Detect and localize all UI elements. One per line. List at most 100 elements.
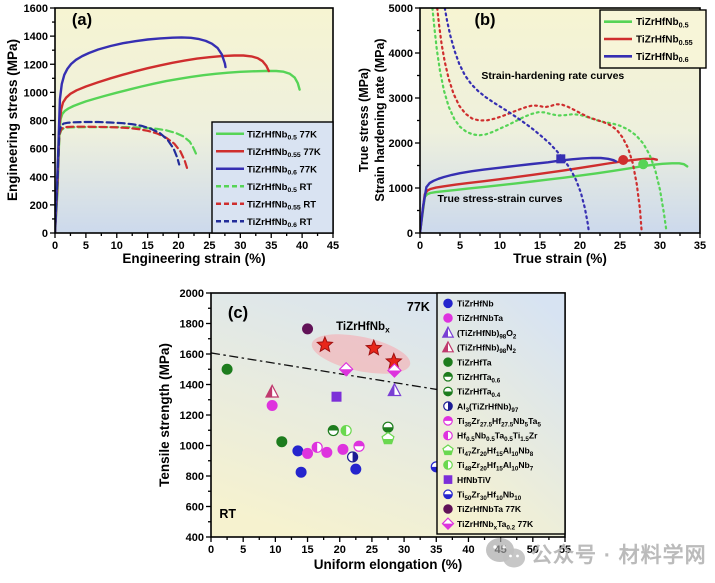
panel-a-ytick: 0 [42,228,48,240]
point-TiZrHfTa-1 [276,436,288,448]
panel-c-xtick: 35 [430,544,442,556]
series-TiZrHfNb0.5-77K [55,69,301,233]
panel-a-data [55,36,301,233]
series-TiZrHfNb0.5-strain-hardening-rate [431,8,668,232]
legend-label-TiZrHfNb0.5-77K: TiZrHfNb0.5 77K [247,129,317,141]
point-TiZrHfNbTa-1 [302,447,314,459]
panel-c-corner-label-0: 77K [407,300,430,314]
legend-marker-Hf0.5Nb0.5Ta0.5Ti1.5Zr [443,430,453,441]
series-TiZrHfNb0.5-true-stress [420,162,689,233]
legend-label-TiZrHfNb-98N2: (TiZrHfNb)98N2 [457,343,516,355]
panel-b-ytick: 0 [407,228,413,240]
legend-label-TiZrHfNb0.55: TiZrHfNb0.55 [636,35,693,47]
legend-marker-TiZrHfNb [443,298,453,309]
panel-b-xtick: 0 [417,240,423,252]
point-TiZrHfTa0.4-0 [382,421,394,433]
legend-marker-TiZrHfNbTa-77K [443,504,453,514]
panel-c-xtick: 10 [269,544,281,556]
highlight-label: TiZrHfNbx [336,321,390,334]
panel-a-xtick: 45 [327,240,339,252]
panel-a-xtick: 20 [172,240,184,252]
panel-b-annotation-1: True stress-strain curves [438,193,563,205]
panel-a-xtick: 35 [265,240,277,252]
panel-b-legend: TiZrHfNb0.5 TiZrHfNb0.55 TiZrHfNb0.6 [599,9,707,69]
panel-a-xtick: 5 [83,240,89,252]
panel-b-ytick: 3000 [389,93,413,105]
panel-c-xtick: 40 [462,544,474,556]
point-Ti47Zr20Hf15Al10Nb8-0 [381,431,395,445]
panel-c-legend: TiZrHfNb TiZrHfNbTa (TiZrHfNb)98O2 (TiZrHfN… [436,292,566,535]
necking-marker-2 [638,159,649,170]
legend-label-TiZrHfTa0.4: TiZrHfTa0.4 [457,387,501,399]
highlight-star-1 [364,338,383,356]
legend-label-TiZrHfNb0.6-RT: TiZrHfNb0.6 RT [247,217,312,229]
panel-b-xtick: 35 [694,240,706,252]
legend-marker-TiZrHfNbxTa0.2-77K [441,517,455,531]
legend-label-Ti50Zr30Hf10Nb10: Ti50Zr30Hf10Nb10 [457,489,522,501]
panel-c-xtick: 15 [301,544,313,556]
panel-c-ylabel-0: Tensile strength (MPa) [157,343,172,487]
panel-c-xtick: 25 [366,544,378,556]
point-Ti35Zr27.5Hf27.5Nb5Ta5-0 [353,440,365,452]
legend-marker-TiZrHfNb-98O2 [441,325,455,338]
panel-c-xtick: 20 [334,544,346,556]
legend-label-TiZrHfNb0.55-77K: TiZrHfNb0.55 77K [247,147,321,159]
panel-a-axes: 0 5 10 15 20 25 30 35 40 45 0 200 400 600 800 1000 1200 1… [24,3,340,252]
legend-label-Al3-TiZrHfNb-97: Al3(TiZrHfNb)97 [457,401,519,413]
point-Al3-TiZrHfNb-97-0 [347,451,359,463]
point-TiZrHfNb-2 [350,463,362,475]
panel-c-xlabel: Uniform elongation (%) [314,557,463,572]
panel-a-ytick: 600 [30,144,48,156]
panel-c-ytick: 1400 [180,380,204,392]
panel-a-ytick: 400 [30,172,48,184]
legend-label-Ti48Zr20Hf15Al10Nb7: Ti48Zr20Hf15Al10Nb7 [457,460,534,472]
series-TiZrHfNb0.55-77K [55,54,270,233]
panel-c-xtick: 50 [527,544,539,556]
panel-c-ytick: 1000 [180,441,204,453]
necking-marker-0 [556,154,566,164]
panel-c-corner-label-1: RT [219,507,236,521]
point-TiZrHfNbxTa0.2-77K-1 [387,363,402,378]
panel-b-xtick: 5 [457,240,463,252]
panel-b-xtick: 30 [654,240,666,252]
panel-c-ytick: 400 [186,532,204,544]
point-TiZrHfNbTa-0 [266,400,278,412]
panel-b-ylabel-0: True stress (MPa) [357,68,371,172]
legend-label-TiZrHfTa0.6: TiZrHfTa0.6 [457,372,501,384]
point-TiZrHfTa-0 [221,363,233,375]
series-TiZrHfNb0.6-77K [55,36,227,233]
panel-b-xtick: 15 [534,240,546,252]
panel-a-xtick: 30 [234,240,246,252]
series-TiZrHfNb0.6-true-stress [420,156,618,233]
panel-c-ytick: 1200 [180,410,204,422]
point-TiZrHfNbTa-77K-0 [302,323,314,335]
legend-label-TiZrHfNbTa-77K: TiZrHfNbTa 77K [457,504,522,514]
legend-label-HfNbTiV: HfNbTiV [457,475,491,485]
panel-b-xtick: 25 [614,240,626,252]
legend-marker-Ti35Zr27.5Hf27.5Nb5Ta5 [443,415,453,426]
legend-marker-HfNbTiV [443,475,453,484]
panel-c-axes: 0 5 10 15 20 25 30 35 40 45 50 55 400 600 800 1000 1200 1… [180,288,572,556]
panel-b-xtick: 20 [574,240,586,252]
panel-b-frame [419,7,701,234]
legend-label-TiZrHfNb: TiZrHfNb [457,299,494,309]
panel-c-xtick: 45 [495,544,507,556]
panel-b-data [420,8,689,233]
panel-c-ytick: 600 [186,502,204,514]
panel-b-ytick: 1000 [389,183,413,195]
panel-c: 0 5 10 15 20 25 30 35 40 45 50 55 400 600 800 1000 1200 1… [157,288,571,572]
series-TiZrHfNb0.6-strain-hardening-rate [443,8,590,233]
panel-a-ytick: 1000 [24,87,48,99]
point-Ti48Zr20Hf15Al10Nb7-0 [340,424,352,437]
panel-c-xtick: 0 [208,544,214,556]
point-TiZrHfNbTa-2 [321,446,333,458]
point-TiZrHfNb-98N2-0 [264,384,280,398]
legend-marker-TiZrHfTa0.4 [443,386,453,397]
panel-a-xtick: 15 [142,240,154,252]
panel-a-xtick: 0 [52,240,58,252]
highlight-star-0 [316,335,334,353]
point-Hf0.5Nb0.5Ta0.5Ti1.5Zr-0 [311,441,323,453]
legend-label-TiZrHfNb-98O2: (TiZrHfNb)98O2 [457,328,517,340]
point-TiZrHfNbxTa0.2-77K-0 [338,361,354,377]
